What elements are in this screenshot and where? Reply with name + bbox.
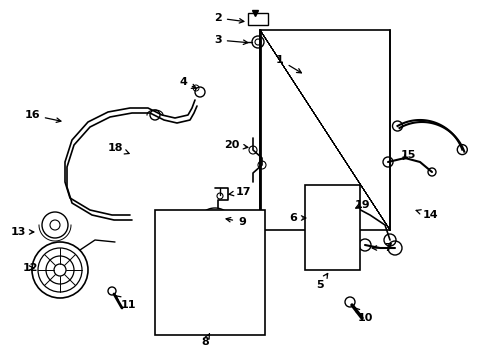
Text: 17: 17 [228,187,250,197]
Text: 4: 4 [179,77,196,88]
Text: 14: 14 [415,210,437,220]
Bar [247,13,267,25]
Bar [155,210,264,335]
Text: 18: 18 [107,143,129,154]
Bar [305,185,359,270]
Text: 7: 7 [371,243,391,253]
Text: 20: 20 [224,140,247,150]
Text: 9: 9 [225,217,245,227]
Text: 2: 2 [214,13,244,23]
Text: 8: 8 [201,334,209,347]
Bar [260,30,389,230]
Text: 15: 15 [400,150,415,160]
Text: 11: 11 [115,296,136,310]
Text: 16: 16 [24,110,61,122]
Text: 12: 12 [22,263,38,273]
Text: 13: 13 [10,227,34,237]
Text: 3: 3 [214,35,247,45]
Text: 5: 5 [316,274,327,290]
Text: 6: 6 [288,213,305,223]
Text: 10: 10 [354,308,372,323]
Text: 1: 1 [276,55,301,73]
Text: 19: 19 [353,200,369,210]
